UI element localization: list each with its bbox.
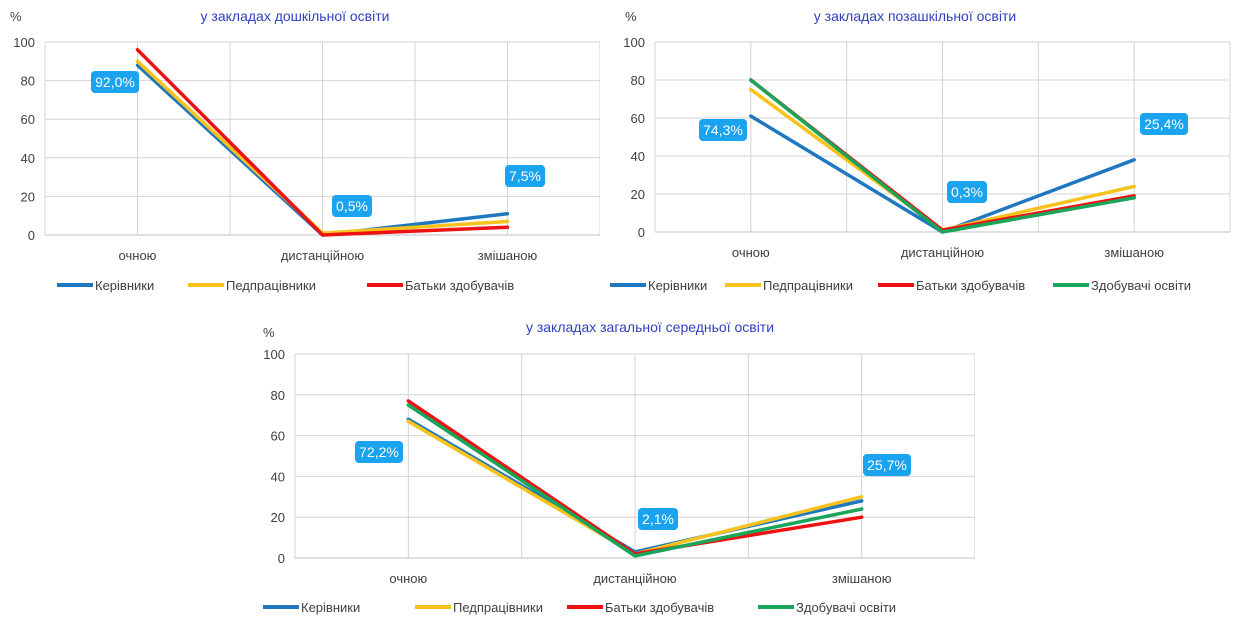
chart-general-secondary: у закладах загальної середньої освіти% 0 2… — [255, 312, 976, 622]
data-label: 72,2% — [359, 444, 399, 460]
data-label: 0,5% — [336, 198, 368, 214]
chart-preschool: у закладах дошкільної освіти% 0 20 40 60 80 10… — [0, 0, 601, 305]
data-label: 92,0% — [95, 74, 135, 90]
legend-label: Педпрацівники — [453, 600, 543, 615]
y-tick-label: 60 — [271, 429, 285, 444]
y-tick-label: 40 — [631, 149, 645, 164]
chart-svg: у закладах загальної середньої освіти% 0 2… — [263, 319, 976, 615]
data-label: 0,3% — [951, 184, 983, 200]
y-tick-label: 0 — [278, 551, 285, 566]
legend-label: Здобувачі освіти — [1091, 278, 1191, 293]
x-tick-label: дистанційною — [281, 248, 365, 263]
x-tick-label: змішаною — [1104, 245, 1164, 260]
legend-label: Керівники — [301, 600, 360, 615]
y-tick-label: 0 — [638, 225, 645, 240]
series-line — [135, 47, 510, 237]
y-tick-label: 20 — [21, 189, 35, 204]
series-line — [406, 403, 864, 558]
y-tick-label: 60 — [21, 112, 35, 127]
series-line — [749, 78, 1136, 234]
legend-label: Керівники — [648, 278, 707, 293]
y-tick-label: 20 — [271, 510, 285, 525]
legend-label: Педпрацівники — [226, 278, 316, 293]
x-tick-label: змішаною — [832, 571, 892, 586]
x-tick-label: змішаною — [478, 248, 538, 263]
x-tick-label: дистанційною — [901, 245, 985, 260]
y-tick-label: 80 — [21, 74, 35, 89]
x-tick-label: очною — [389, 571, 427, 586]
y-axis-unit: % — [10, 9, 22, 24]
y-tick-label: 100 — [623, 35, 645, 50]
data-label-box — [638, 508, 678, 530]
y-tick-label: 100 — [263, 347, 285, 362]
data-label: 74,3% — [703, 122, 743, 138]
chart-extracurricular: у закладах позашкільної освіти% 0 20 40 60 80… — [610, 0, 1239, 305]
chart-svg: у закладах позашкільної освіти% 0 20 40 60 80… — [610, 8, 1231, 293]
data-label-box — [355, 441, 403, 463]
x-tick-label: очною — [119, 248, 157, 263]
data-label-box — [332, 195, 372, 217]
y-tick-label: 80 — [271, 388, 285, 403]
y-tick-label: 40 — [271, 469, 285, 484]
data-label-box — [91, 71, 139, 93]
x-tick-label: очною — [732, 245, 770, 260]
legend-label: Батьки здобувачів — [605, 600, 714, 615]
y-tick-label: 60 — [631, 111, 645, 126]
chart-title: у закладах загальної середньої освіти — [526, 319, 774, 335]
y-tick-label: 40 — [21, 151, 35, 166]
data-label: 25,7% — [867, 457, 907, 473]
chart-svg: у закладах дошкільної освіти% 0 20 40 60 80 10… — [10, 8, 601, 293]
y-axis-unit: % — [263, 325, 275, 340]
x-tick-label: дистанційною — [593, 571, 677, 586]
legend-label: Здобувачі освіти — [796, 600, 896, 615]
y-tick-label: 100 — [13, 35, 35, 50]
chart-title: у закладах дошкільної освіти — [201, 8, 390, 24]
data-label: 7,5% — [509, 168, 541, 184]
legend-label: Батьки здобувачів — [916, 278, 1025, 293]
legend-label: Керівники — [95, 278, 154, 293]
data-label-box — [1140, 113, 1188, 135]
y-tick-label: 20 — [631, 187, 645, 202]
data-label: 2,1% — [642, 511, 674, 527]
y-tick-label: 0 — [28, 228, 35, 243]
legend-label: Батьки здобувачів — [405, 278, 514, 293]
chart-title: у закладах позашкільної освіти — [814, 8, 1016, 24]
y-tick-label: 80 — [631, 73, 645, 88]
data-label-box — [699, 119, 747, 141]
data-label-box — [863, 454, 911, 476]
legend-label: Педпрацівники — [763, 278, 853, 293]
data-label: 25,4% — [1144, 116, 1184, 132]
data-label-box — [947, 181, 987, 203]
y-axis-unit: % — [625, 9, 637, 24]
data-label-box — [505, 165, 545, 187]
